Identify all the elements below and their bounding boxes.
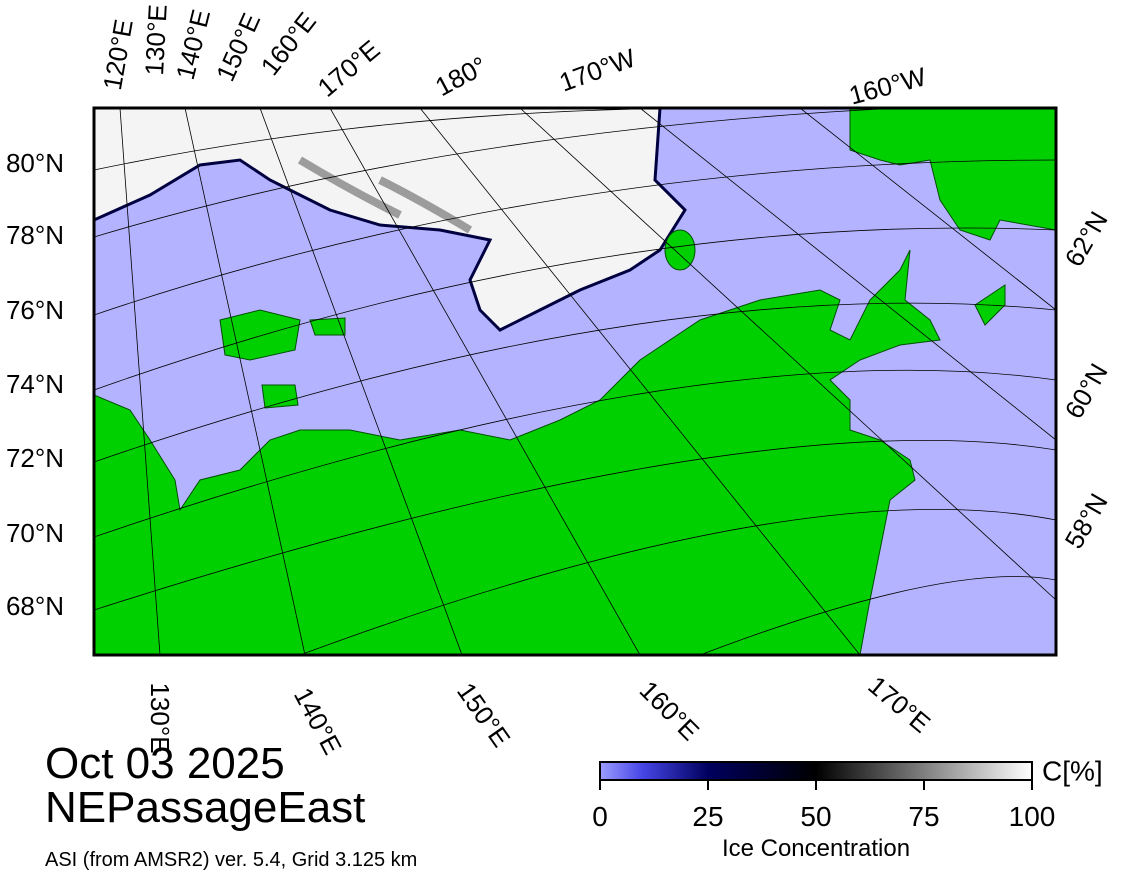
left-label: 72°N	[6, 443, 64, 473]
land	[94, 249, 941, 655]
source: ASI (from AMSR2) ver. 5.4, Grid 3.125 km	[45, 849, 417, 871]
right-label: 60°N	[1059, 358, 1114, 423]
top-label: 140°E	[170, 6, 216, 82]
bottom-label: 150°E	[451, 677, 516, 752]
top-label: 170°E	[312, 34, 386, 103]
top-label: 180°	[430, 50, 492, 102]
map	[94, 108, 1056, 655]
land	[219, 309, 301, 361]
left-label: 80°N	[6, 148, 64, 178]
bottom-label: 160°E	[634, 675, 706, 747]
top-label: 160°E	[255, 6, 322, 81]
colorbar-tick-label: 25	[692, 801, 723, 832]
right-label: 62°N	[1059, 206, 1114, 271]
colorbar	[599, 761, 1033, 781]
colorbar-tick-label: 50	[800, 801, 831, 832]
land	[309, 317, 346, 336]
top-label: 160°W	[846, 61, 930, 110]
graticule	[94, 108, 1056, 655]
top-label: 150°E	[210, 9, 266, 86]
colorbar-unit: C[%]	[1042, 755, 1103, 786]
map-frame	[92, 106, 1058, 657]
top-label: 120°E	[97, 17, 139, 92]
colorbar-tick-label: 75	[908, 801, 939, 832]
colorbar-tick-label: 0	[592, 801, 608, 832]
left-label: 78°N	[6, 220, 64, 250]
bottom-label: 170°E	[862, 670, 936, 739]
colorbar-tick-label: 100	[1009, 801, 1056, 832]
colorbar-label: Ice Concentration	[722, 835, 910, 862]
land	[849, 108, 1056, 241]
sea-ice	[94, 108, 687, 332]
region: NEPassageEast	[45, 783, 365, 832]
bottom-label: 140°E	[288, 683, 348, 760]
land	[664, 229, 696, 271]
right-label: 58°N	[1059, 488, 1114, 553]
date: Oct 03 2025	[45, 739, 285, 788]
top-label: 170°W	[555, 42, 639, 97]
left-label: 76°N	[6, 295, 64, 325]
top-label: 130°E	[139, 4, 173, 77]
colorbar-ticks: 0 25 50 75 100	[592, 780, 1055, 832]
left-label: 68°N	[6, 591, 64, 621]
bottom-label: 130°E	[145, 682, 175, 753]
thin-ice	[297, 156, 473, 234]
left-label: 70°N	[6, 518, 64, 548]
land	[261, 384, 299, 409]
left-label: 74°N	[6, 369, 64, 399]
